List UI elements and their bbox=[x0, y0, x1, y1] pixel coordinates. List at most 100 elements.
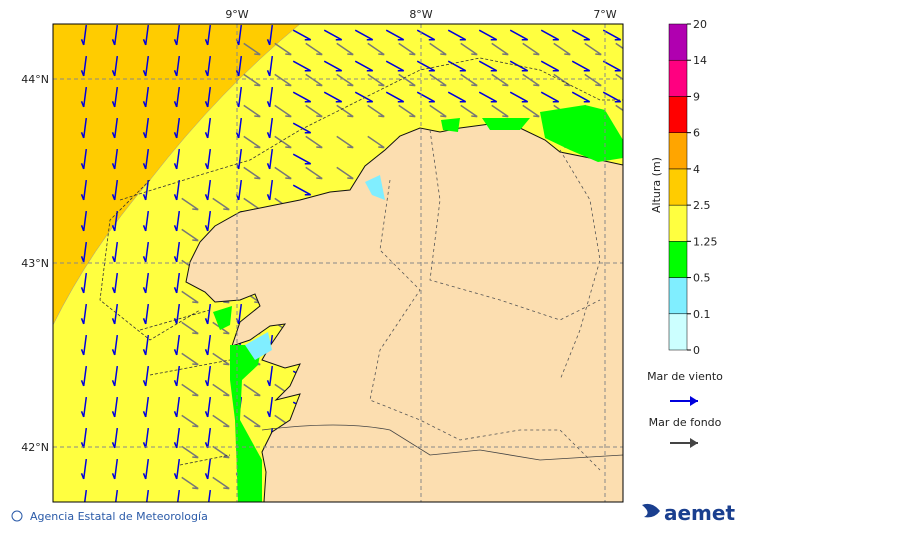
arrow bbox=[367, 135, 385, 149]
arrow bbox=[243, 383, 261, 397]
arrow bbox=[80, 148, 88, 170]
arrow bbox=[266, 55, 274, 77]
arrow bbox=[212, 414, 230, 428]
arrow bbox=[478, 91, 498, 103]
arrow bbox=[385, 91, 405, 103]
arrow bbox=[416, 60, 436, 72]
arrow bbox=[306, 508, 323, 519]
arrow bbox=[173, 86, 181, 108]
arrow bbox=[80, 117, 88, 139]
lon-label: 9°W bbox=[225, 8, 248, 21]
arrow bbox=[173, 365, 181, 387]
arrow bbox=[204, 334, 212, 356]
arrow bbox=[114, 489, 119, 502]
arrow bbox=[111, 334, 119, 356]
arrow bbox=[615, 42, 623, 50]
arrow bbox=[292, 184, 312, 196]
arrow bbox=[461, 508, 478, 519]
arrow bbox=[181, 414, 199, 428]
lon-label: 7°W bbox=[593, 8, 616, 21]
arrow bbox=[266, 148, 274, 170]
high-wave-area bbox=[53, 24, 301, 326]
colorbar-bin bbox=[668, 204, 688, 242]
colorbar-label: Altura (m) bbox=[650, 157, 663, 213]
arrow bbox=[111, 241, 119, 263]
arrow bbox=[323, 91, 343, 103]
arrow bbox=[243, 42, 261, 56]
arrow bbox=[274, 42, 292, 56]
arrow bbox=[274, 104, 292, 118]
arrow bbox=[173, 303, 181, 325]
border bbox=[261, 424, 623, 461]
zone-boundary bbox=[99, 57, 623, 466]
arrow bbox=[571, 91, 591, 103]
lon-label: 8°W bbox=[409, 8, 432, 21]
arrow bbox=[323, 29, 343, 41]
arrow bbox=[142, 303, 150, 325]
arrow bbox=[142, 458, 150, 480]
shallow-area bbox=[441, 118, 530, 132]
arrow bbox=[266, 396, 274, 418]
arrow bbox=[540, 29, 560, 41]
graticule bbox=[53, 24, 623, 502]
colorbar-tick-label: 0.1 bbox=[693, 308, 711, 321]
arrow bbox=[204, 303, 212, 325]
arrow bbox=[83, 489, 88, 502]
arrow bbox=[204, 117, 212, 139]
arrow bbox=[292, 29, 312, 41]
arrow bbox=[204, 179, 212, 201]
credit: Agencia Estatal de Meteorología bbox=[30, 510, 208, 523]
arrow bbox=[212, 197, 230, 211]
colorbar: 0 0.1 0.5 1.25 2.5 4 6 9 14 20 bbox=[668, 18, 718, 357]
arrow bbox=[305, 42, 323, 56]
colorbar-bin bbox=[668, 241, 688, 278]
legend-arrow bbox=[690, 438, 698, 448]
arrow bbox=[336, 166, 354, 180]
arrow bbox=[176, 489, 181, 502]
arrow bbox=[602, 60, 622, 72]
arrow bbox=[429, 42, 447, 56]
arrow bbox=[142, 334, 150, 356]
arrow bbox=[266, 117, 274, 139]
arrow bbox=[416, 91, 436, 103]
arrow bbox=[292, 122, 312, 134]
arrow bbox=[492, 508, 509, 519]
arrow bbox=[173, 148, 181, 170]
arrow bbox=[336, 135, 354, 149]
logo: aemet bbox=[664, 501, 735, 525]
arrow bbox=[275, 508, 292, 519]
arrow bbox=[111, 427, 119, 449]
map-frame bbox=[52, 23, 624, 503]
arrow bbox=[509, 29, 529, 41]
colorbar-tick-label: 4 bbox=[693, 163, 700, 176]
arrow bbox=[584, 42, 602, 56]
arrow bbox=[212, 476, 230, 490]
colorbar-tick-label: 9 bbox=[693, 90, 700, 103]
arrow bbox=[181, 476, 199, 490]
arrow bbox=[478, 60, 498, 72]
shallow-area bbox=[230, 345, 262, 502]
arrow bbox=[142, 210, 150, 232]
colorbar-bin bbox=[668, 132, 688, 170]
arrow bbox=[540, 60, 560, 72]
colorbar-tick-label: 20 bbox=[693, 18, 707, 31]
arrow bbox=[173, 241, 181, 263]
arrow bbox=[571, 60, 591, 72]
arrow bbox=[111, 117, 119, 139]
arrow bbox=[292, 60, 312, 72]
arrow bbox=[305, 166, 323, 180]
arrow bbox=[142, 117, 150, 139]
lat-label: 43°N bbox=[21, 257, 49, 270]
arrow bbox=[305, 104, 323, 118]
arrow bbox=[336, 104, 354, 118]
arrow bbox=[111, 24, 119, 46]
arrow bbox=[111, 86, 119, 108]
arrow bbox=[80, 210, 88, 232]
legend-arrow bbox=[690, 396, 698, 406]
colorbar-bin bbox=[668, 23, 688, 61]
colorbar-tick-label: 0.5 bbox=[693, 272, 711, 285]
border bbox=[369, 129, 601, 471]
arrow bbox=[416, 29, 436, 41]
arrow bbox=[274, 166, 292, 180]
